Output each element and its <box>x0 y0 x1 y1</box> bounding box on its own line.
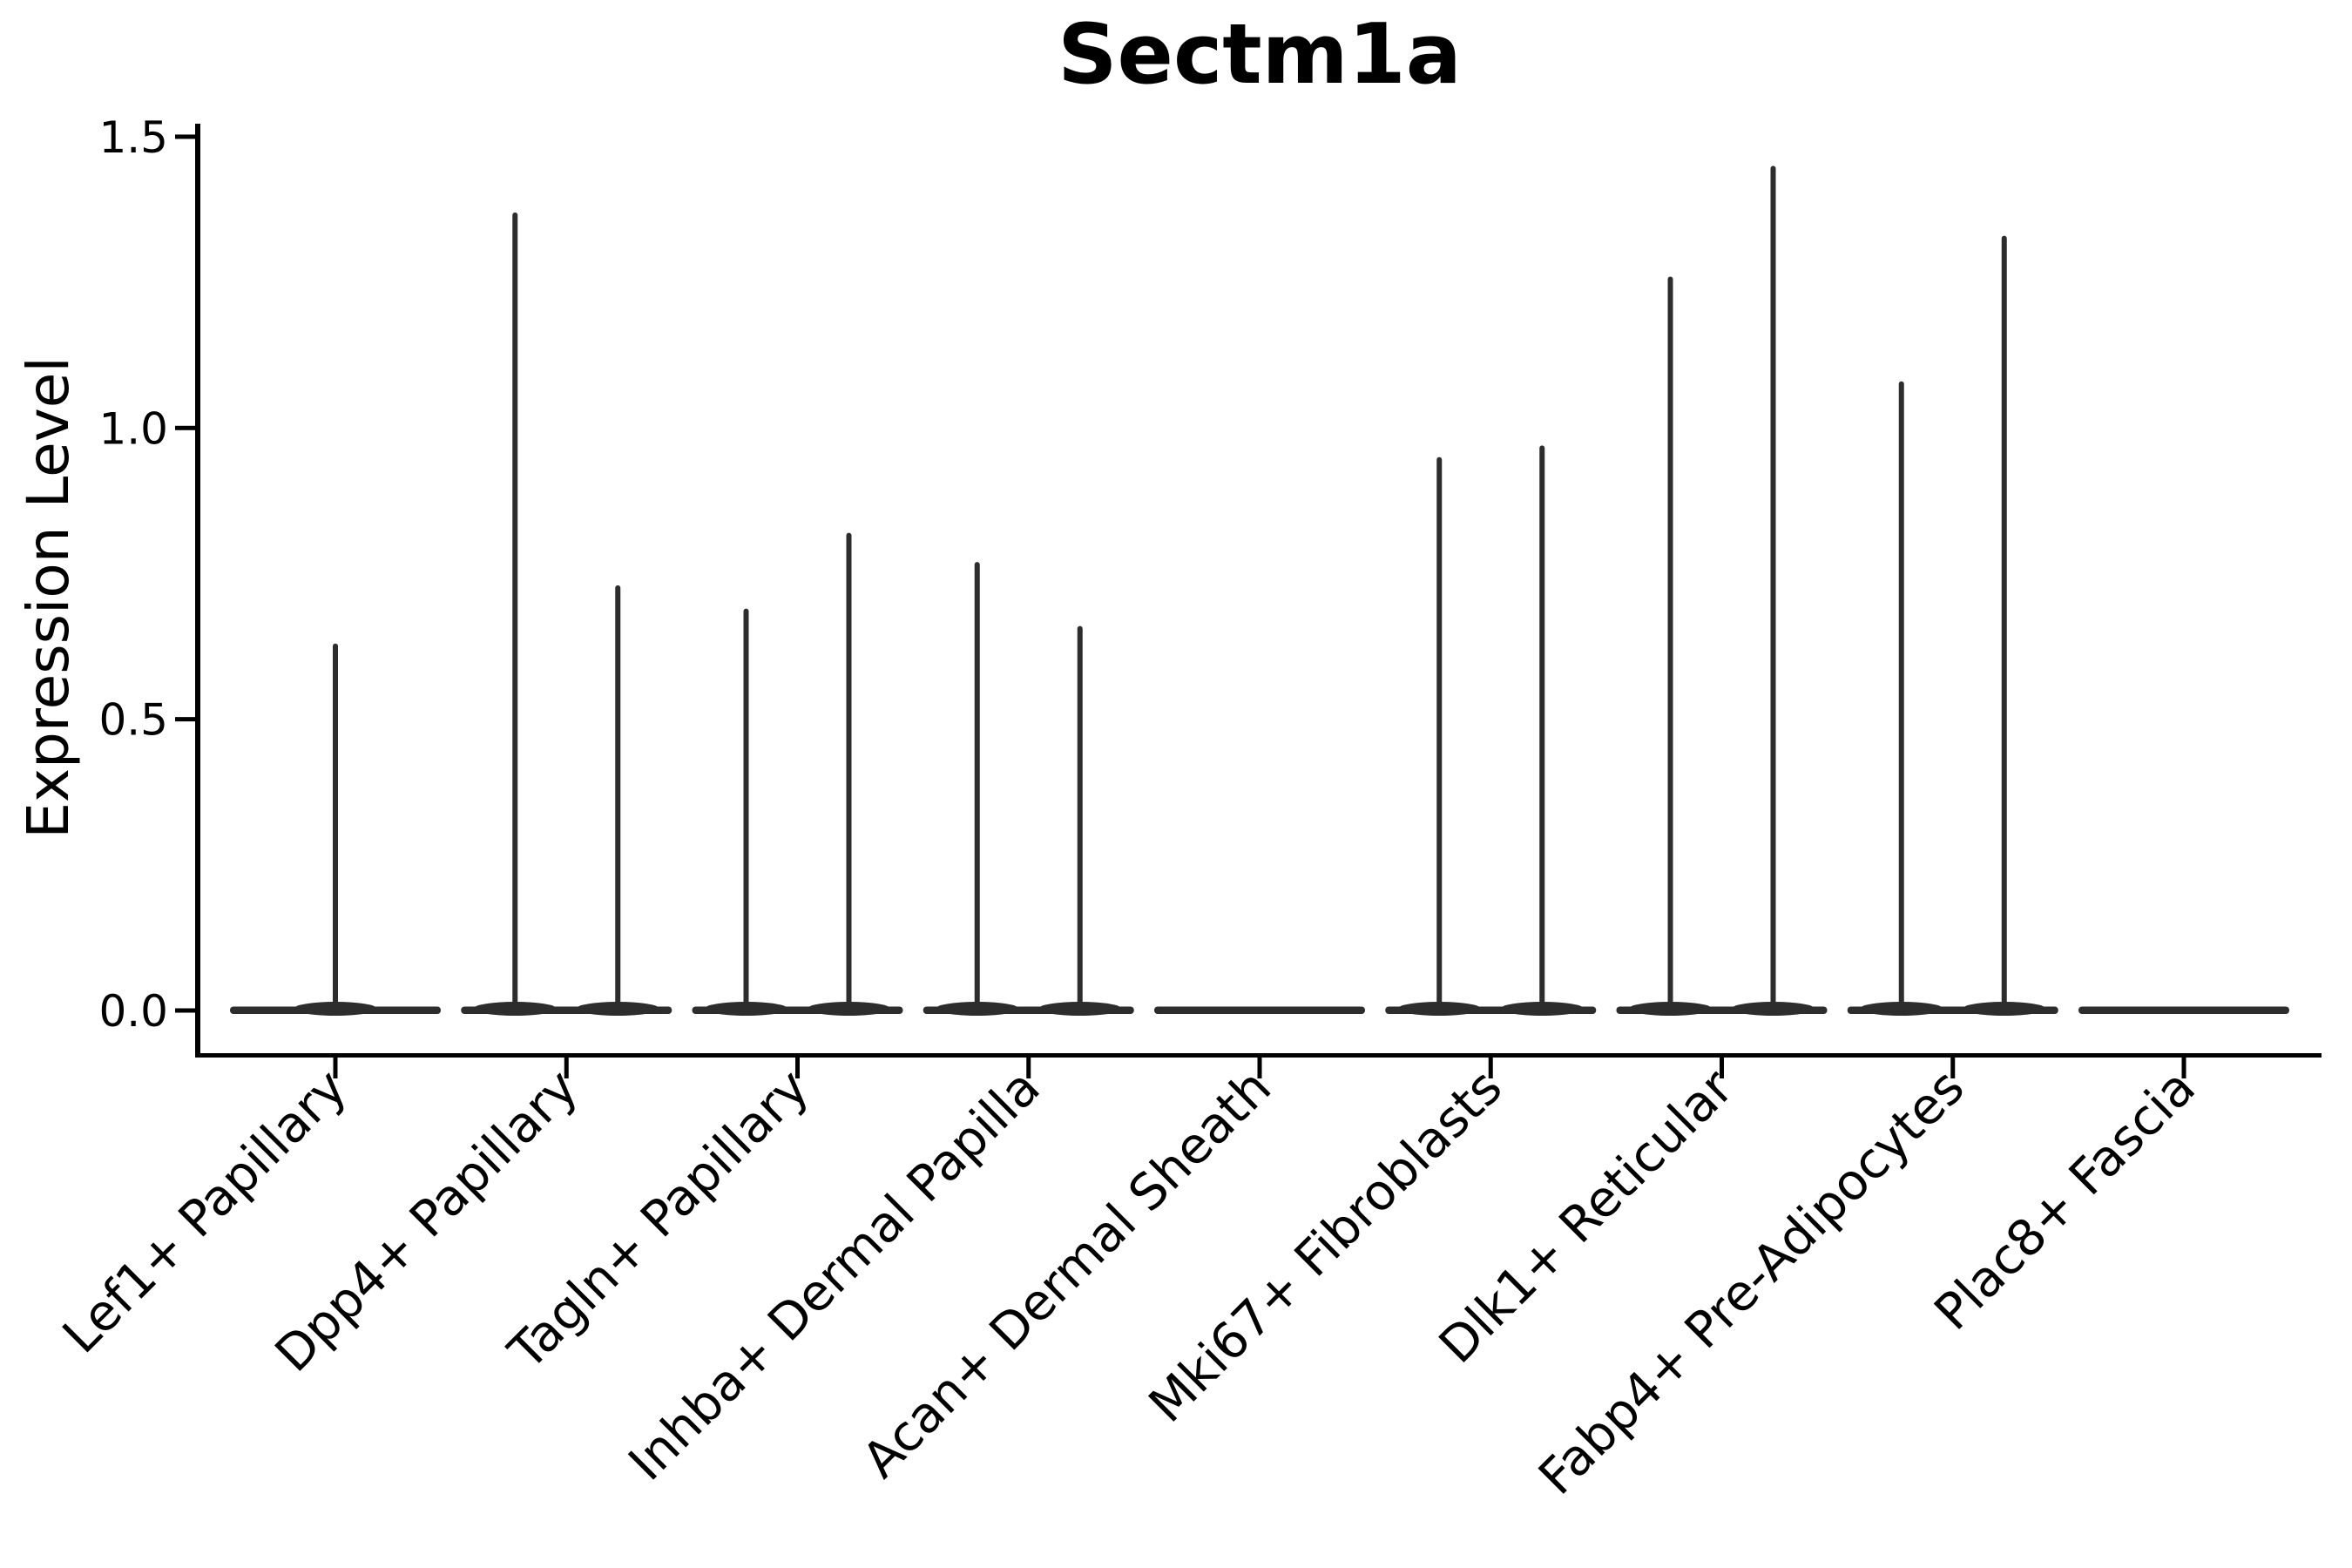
violin-spike <box>1539 445 1545 1013</box>
violin-spike <box>1770 166 1776 1012</box>
violin-base <box>2078 1006 2289 1014</box>
y-axis-label: Expression Level <box>15 356 82 838</box>
x-tick-label: Acan+ Dermal Sheath <box>852 1058 1282 1489</box>
y-tick-label: 1.0 <box>98 403 168 454</box>
y-tick-label: 0.0 <box>98 986 168 1037</box>
x-tick-mark <box>795 1058 800 1078</box>
x-tick-mark <box>564 1058 569 1078</box>
violin-spike <box>974 562 980 1012</box>
violins-layer <box>230 166 2289 1016</box>
x-tick-mark <box>1950 1058 1956 1078</box>
y-tick-mark <box>175 134 195 139</box>
x-tick-label: Inhba+ Dermal Papilla <box>618 1058 1051 1491</box>
violin-base <box>1154 1006 1365 1014</box>
x-tick-mark <box>1720 1058 1724 1078</box>
violin-spike <box>333 643 338 1012</box>
x-tick-label: Fabp4+ Pre-Adipocytes <box>1528 1058 1975 1505</box>
chart-title: Sectm1a <box>1058 7 1462 103</box>
violin-spike <box>1077 625 1083 1012</box>
y-tick-label: 0.5 <box>98 695 168 746</box>
y-tick-mark <box>175 717 195 722</box>
x-axis-spine <box>195 1053 2322 1058</box>
x-tick-mark <box>333 1058 338 1078</box>
y-axis-spine <box>195 124 200 1058</box>
violin-spike <box>1898 381 1904 1013</box>
x-tick-mark <box>1488 1058 1493 1078</box>
violin-spike <box>512 212 518 1013</box>
y-tick-mark <box>175 425 195 430</box>
violin-spike <box>1667 276 1673 1012</box>
violin-spike <box>743 608 749 1012</box>
violin-spike <box>1436 456 1443 1012</box>
y-tick-label: 1.5 <box>98 112 168 163</box>
axes-layer <box>175 124 2322 1078</box>
violin-spike <box>615 585 621 1012</box>
x-tick-mark <box>1026 1058 1031 1078</box>
x-tick-mark <box>1257 1058 1262 1078</box>
x-tick-mark <box>2181 1058 2186 1078</box>
violin-spike <box>2001 235 2007 1012</box>
y-tick-mark <box>175 1008 195 1013</box>
violin-spike <box>846 532 852 1012</box>
